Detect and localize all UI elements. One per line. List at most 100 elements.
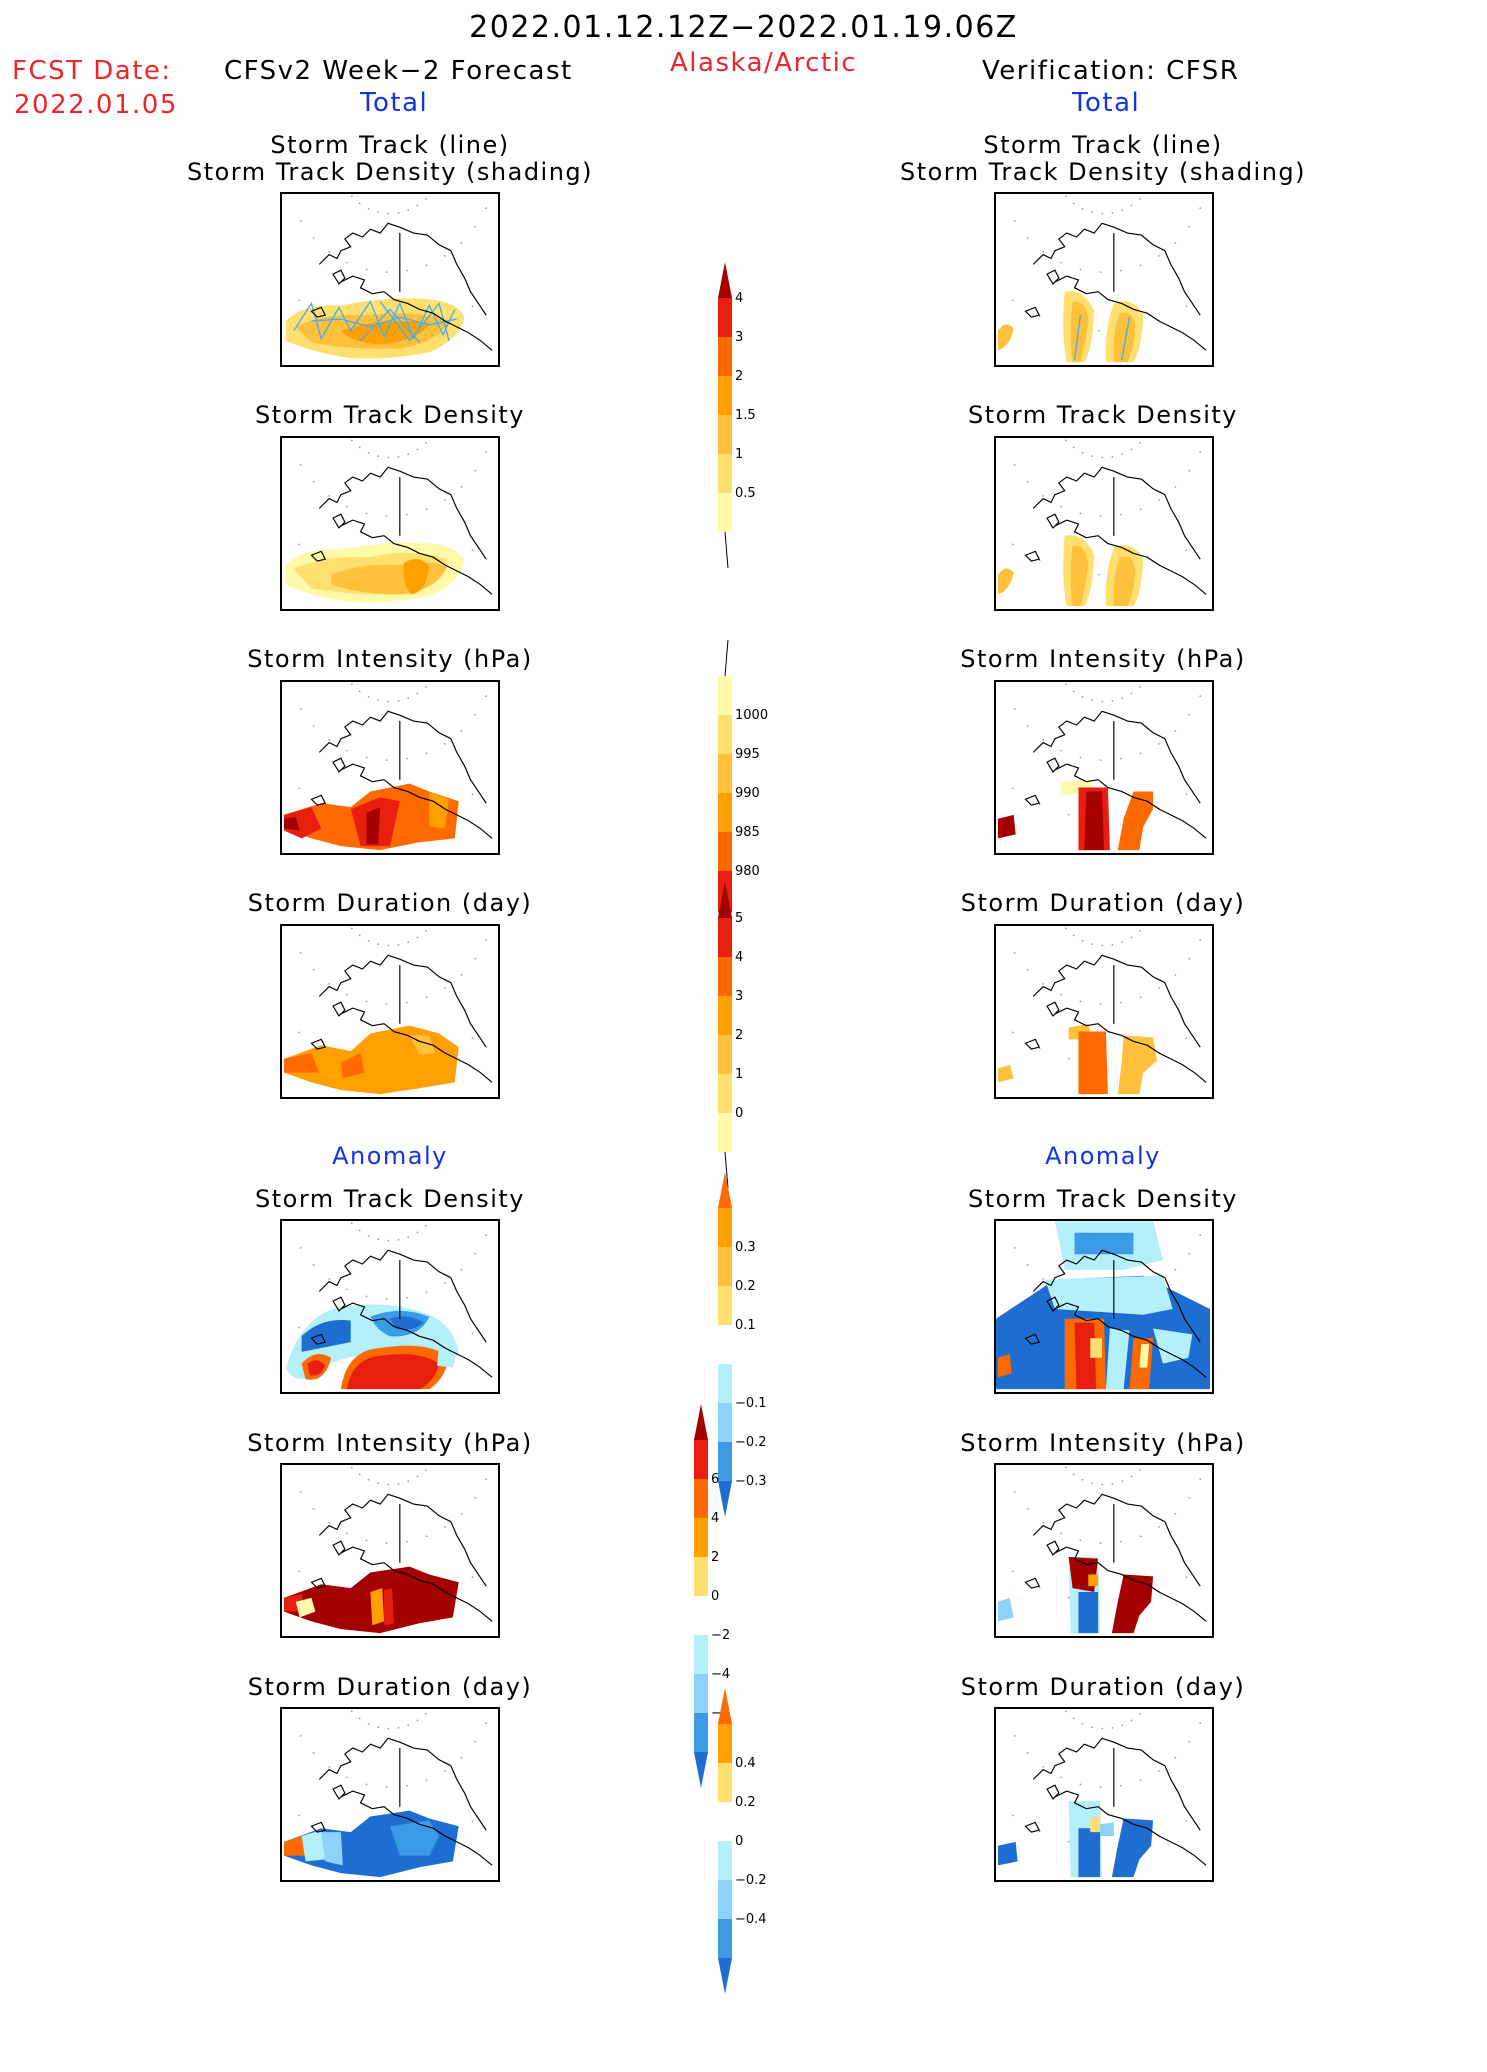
- colorbar-tick-label: 2: [735, 1028, 743, 1043]
- colorbar-swatch: [718, 1841, 732, 1880]
- graticule-dot: [425, 1291, 428, 1294]
- graticule-dot: [1042, 494, 1045, 497]
- colorbar-swatch: [718, 1724, 732, 1763]
- graticule-dot: [1199, 1478, 1202, 1481]
- graticule-dot: [1111, 943, 1114, 946]
- graticule-dot: [474, 713, 477, 716]
- graticule-dot: [444, 742, 446, 745]
- graticule-dot: [1038, 1047, 1041, 1050]
- coastline: [1024, 466, 1207, 595]
- graticule-dot: [460, 1512, 463, 1515]
- graticule-dot: [397, 1482, 400, 1485]
- colorbar-swatch: [718, 754, 732, 793]
- colorbar-swatch: [718, 376, 732, 415]
- shaded-region: [366, 807, 381, 845]
- graticule-dot: [1013, 951, 1016, 954]
- graticule-dot: [298, 299, 300, 302]
- graticule-dot: [1067, 1057, 1070, 1060]
- shaded-region: [409, 1035, 436, 1055]
- graticule-dot: [365, 756, 368, 759]
- graticule-dot: [312, 236, 315, 239]
- graticule-dot: [1064, 683, 1067, 686]
- graticule-dot: [1101, 212, 1104, 215]
- graticule-dot: [387, 1239, 390, 1242]
- graticule-dot: [1012, 1570, 1014, 1573]
- colorbar-tick-label: 2: [711, 1550, 719, 1565]
- colorbar-tick-label: −2: [711, 1628, 730, 1643]
- shaded-region: [1111, 1574, 1154, 1634]
- graticule-dot: [1130, 936, 1133, 939]
- coastline: [310, 1249, 493, 1378]
- shaded-region: [429, 791, 449, 829]
- graticule-dot: [350, 439, 353, 442]
- colorbar-swatch: [694, 1713, 708, 1752]
- graticule-dot: [1121, 1480, 1124, 1483]
- graticule-dot: [460, 1268, 463, 1271]
- graticule-dot: [1026, 724, 1029, 727]
- graticule-dot: [1038, 1830, 1041, 1833]
- graticule-dot: [1120, 513, 1122, 516]
- colorbar-tick-label: 1: [735, 1067, 743, 1082]
- graticule-dot: [397, 943, 400, 946]
- colorbar-arrow-top: [718, 882, 732, 918]
- graticule-dot: [416, 204, 419, 207]
- total-label-right: Total: [1072, 88, 1141, 118]
- graticule-dot: [312, 724, 315, 727]
- map-verif-track: [994, 192, 1214, 367]
- colorbar-tick-label: −0.2: [735, 1873, 767, 1888]
- graticule-dot: [299, 219, 302, 222]
- graticule-dot: [365, 268, 368, 271]
- graticule-dot: [406, 1540, 408, 1543]
- graticule-dot: [367, 1722, 370, 1725]
- graticule-dot: [407, 209, 410, 212]
- coastline: [1024, 954, 1207, 1083]
- graticule-dot: [416, 448, 419, 451]
- title-anom-intensity-left: Storm Intensity (hPa): [247, 1429, 533, 1457]
- graticule-dot: [460, 973, 463, 976]
- graticule-dot: [1121, 1724, 1124, 1727]
- graticule-dot: [471, 1576, 474, 1579]
- graticule-dot: [406, 1001, 408, 1004]
- graticule-dot: [424, 686, 427, 688]
- graticule-dot: [1081, 939, 1084, 942]
- graticule-dot: [474, 225, 477, 228]
- map-verif-density: [994, 436, 1214, 611]
- colorbar-swatch: [718, 1074, 732, 1113]
- graticule-dot: [367, 695, 370, 698]
- graticule-dot: [1099, 1542, 1102, 1544]
- graticule-dot: [1101, 1483, 1104, 1486]
- graticule-dot: [298, 1326, 300, 1329]
- shaded-region: [1100, 1822, 1114, 1837]
- graticule-dot: [365, 1000, 368, 1003]
- graticule-dot: [1199, 1234, 1202, 1237]
- graticule-dot: [1138, 686, 1141, 688]
- graticule-dot: [328, 494, 331, 497]
- graticule-dot: [1091, 943, 1094, 946]
- graticule-dot: [460, 729, 463, 732]
- graticule-dot: [387, 1483, 390, 1486]
- graticule-dot: [407, 453, 410, 456]
- map-forecast-track: [280, 192, 500, 367]
- graticule-dot: [1042, 1521, 1045, 1524]
- colorbar-swatch: [718, 1325, 732, 1364]
- graticule-dot: [387, 212, 390, 215]
- shaded-region: [390, 1316, 424, 1330]
- graticule-dot: [471, 305, 474, 308]
- graticule-dot: [407, 1480, 410, 1483]
- graticule-dot: [406, 757, 408, 760]
- graticule-dot: [1042, 982, 1045, 985]
- graticule-dot: [1042, 738, 1045, 741]
- map-forecast-intensity: [280, 680, 500, 855]
- colorbar-tick-label: −0.3: [735, 1474, 767, 1489]
- graticule-dot: [1013, 219, 1016, 222]
- colorbar-tick-label: 985: [735, 825, 760, 840]
- graticule-dot: [346, 1776, 348, 1779]
- shaded-region: [997, 1064, 1014, 1083]
- graticule-dot: [485, 1722, 488, 1725]
- graticule-dot: [387, 700, 390, 703]
- shaded-region: [1088, 1574, 1099, 1587]
- coastline: [310, 954, 493, 1083]
- graticule-dot: [1174, 729, 1177, 732]
- colorbar-swatch: [718, 298, 732, 337]
- coastline: [310, 1737, 493, 1866]
